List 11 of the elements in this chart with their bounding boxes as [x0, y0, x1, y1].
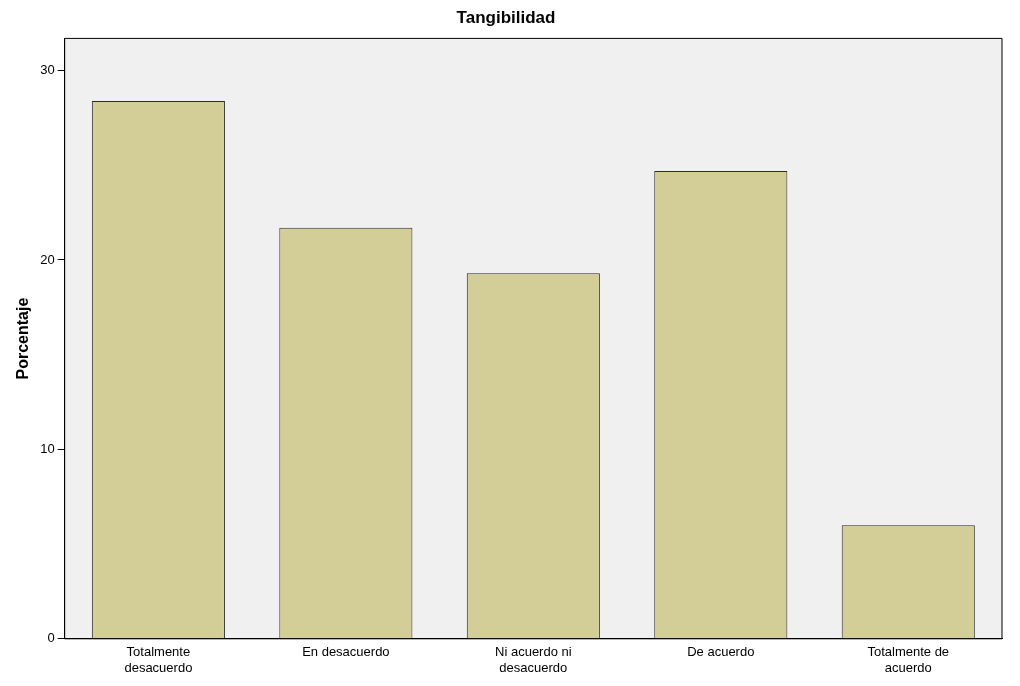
x-tick-label: Totalmente desacuerdo	[124, 644, 193, 675]
chart-title: Tangibilidad	[456, 7, 556, 27]
x-tick-label: Totalmente de acuerdo	[867, 644, 950, 675]
x-tick-label: En desacuerdo	[302, 644, 390, 660]
y-tick-label: 0	[47, 630, 55, 646]
y-tick-label: 30	[40, 62, 55, 78]
y-tick-label: 10	[40, 440, 55, 456]
y-axis-title: Porcentaje	[14, 297, 32, 380]
x-tick-label: Ni acuerdo ni desacuerdo	[495, 644, 572, 675]
x-tick-label: De acuerdo	[687, 644, 755, 660]
y-tick-label: 20	[40, 251, 55, 267]
